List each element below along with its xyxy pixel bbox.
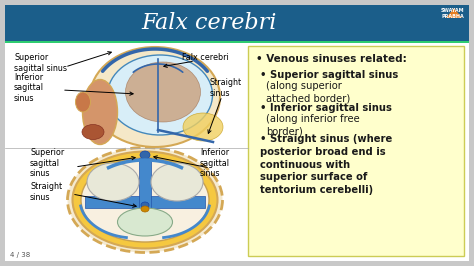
- Ellipse shape: [82, 80, 118, 144]
- Ellipse shape: [82, 124, 104, 139]
- Text: (along superior
attached border): (along superior attached border): [266, 81, 350, 103]
- Ellipse shape: [87, 163, 139, 201]
- Text: 4 / 38: 4 / 38: [10, 252, 30, 258]
- Polygon shape: [446, 8, 462, 18]
- Text: • Superior sagittal sinus: • Superior sagittal sinus: [260, 70, 398, 80]
- Text: Straight
sinus: Straight sinus: [30, 182, 62, 202]
- FancyBboxPatch shape: [248, 46, 464, 256]
- FancyBboxPatch shape: [5, 41, 469, 43]
- FancyBboxPatch shape: [5, 5, 469, 43]
- Ellipse shape: [81, 158, 209, 242]
- Ellipse shape: [151, 163, 203, 201]
- FancyBboxPatch shape: [5, 5, 469, 261]
- Ellipse shape: [141, 202, 149, 208]
- Ellipse shape: [67, 148, 222, 252]
- Text: (along inferior free
border): (along inferior free border): [266, 114, 360, 136]
- Text: • Straight sinus (where
posterior broad end is
continuous with
superior surface : • Straight sinus (where posterior broad …: [260, 134, 392, 195]
- Ellipse shape: [90, 47, 220, 147]
- Ellipse shape: [108, 55, 212, 135]
- Text: SWAYAM
PRABHA: SWAYAM PRABHA: [440, 8, 464, 19]
- Text: Superior
sagittal
sinus: Superior sagittal sinus: [30, 148, 64, 178]
- Text: Straight
sinus: Straight sinus: [210, 78, 242, 98]
- Ellipse shape: [118, 208, 173, 236]
- FancyBboxPatch shape: [85, 196, 205, 208]
- Ellipse shape: [73, 152, 218, 248]
- Ellipse shape: [140, 151, 150, 159]
- Ellipse shape: [183, 113, 223, 141]
- Text: • Inferior sagittal sinus: • Inferior sagittal sinus: [260, 103, 392, 113]
- Text: Falx cerebri: Falx cerebri: [182, 52, 229, 61]
- FancyBboxPatch shape: [139, 158, 151, 208]
- Text: Inferior
sagittal
sinus: Inferior sagittal sinus: [200, 148, 230, 178]
- Text: Falx cerebri: Falx cerebri: [141, 12, 276, 34]
- Text: Superior
sagittal sinus: Superior sagittal sinus: [14, 53, 67, 73]
- Ellipse shape: [75, 92, 91, 112]
- Text: Inferior
sagittal
sinus: Inferior sagittal sinus: [14, 73, 44, 103]
- Ellipse shape: [126, 62, 201, 122]
- Text: • Venous sinuses related:: • Venous sinuses related:: [256, 54, 407, 64]
- Ellipse shape: [141, 206, 149, 212]
